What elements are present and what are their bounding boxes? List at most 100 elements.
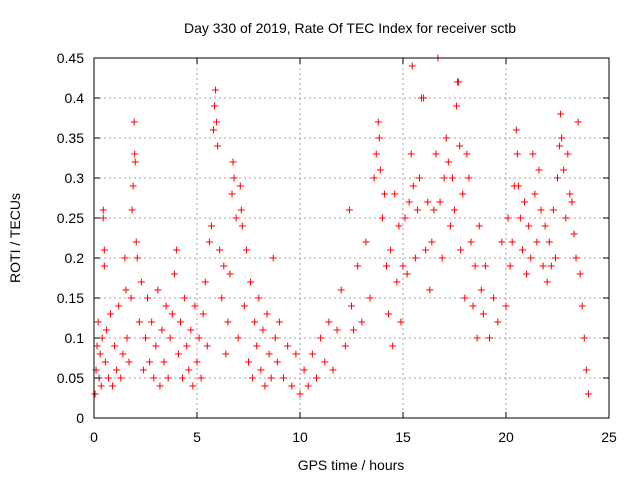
data-point [156, 382, 164, 390]
data-point [383, 262, 391, 270]
data-point [213, 118, 221, 126]
data-point [96, 350, 104, 358]
data-point [572, 254, 580, 262]
data-point [174, 350, 182, 358]
data-point [428, 238, 436, 246]
data-point [456, 142, 464, 150]
data-point [230, 174, 238, 182]
data-point [209, 126, 217, 134]
data-point [261, 382, 269, 390]
x-tick-label: 0 [90, 429, 98, 445]
data-point [518, 246, 526, 254]
data-point [247, 278, 255, 286]
data-point [179, 374, 187, 382]
data-point [461, 294, 469, 302]
data-point [375, 134, 383, 142]
data-point [115, 302, 123, 310]
data-point [117, 374, 125, 382]
data-point [574, 118, 582, 126]
data-point [457, 246, 465, 254]
data-point [547, 262, 555, 270]
data-point [557, 110, 565, 118]
data-point [448, 174, 456, 182]
data-point [333, 326, 341, 334]
data-point [162, 302, 170, 310]
data-point [164, 374, 172, 382]
y-tick-label: 0 [76, 410, 84, 426]
data-point [529, 150, 537, 158]
data-point [399, 262, 407, 270]
x-tick-label: 10 [292, 429, 308, 445]
data-point [580, 334, 588, 342]
data-point [438, 254, 446, 262]
data-point [100, 246, 108, 254]
x-axis-label: GPS time / hours [298, 457, 405, 473]
data-point [292, 350, 300, 358]
data-point [181, 294, 189, 302]
data-point [481, 262, 489, 270]
data-point [354, 262, 362, 270]
data-point [131, 158, 139, 166]
data-point [207, 222, 215, 230]
data-point [135, 318, 143, 326]
data-point [560, 166, 568, 174]
data-point [228, 190, 236, 198]
data-point [380, 190, 388, 198]
data-point [222, 350, 230, 358]
data-point [455, 78, 463, 86]
data-point [442, 134, 450, 142]
data-point [170, 270, 178, 278]
data-point [177, 318, 185, 326]
data-point [166, 334, 174, 342]
data-point [240, 302, 248, 310]
data-point [389, 342, 397, 350]
data-point [142, 334, 149, 342]
data-point [193, 358, 201, 366]
data-point [554, 174, 561, 182]
data-point [220, 262, 228, 270]
data-point [238, 222, 246, 230]
data-point [477, 286, 485, 294]
data-point [104, 374, 112, 382]
data-point [473, 334, 481, 342]
data-point [479, 310, 487, 318]
data-point [345, 206, 353, 214]
data-point [168, 310, 176, 318]
data-point [214, 142, 222, 150]
data-point [253, 342, 261, 350]
data-point [535, 166, 543, 174]
data-point [152, 342, 160, 350]
x-tick-labels: 0 5 10 15 20 25 [90, 429, 617, 445]
data-point [216, 246, 224, 254]
data-point [582, 366, 590, 374]
data-point [224, 318, 232, 326]
data-point [119, 350, 127, 358]
data-point [183, 342, 191, 350]
data-point [502, 302, 510, 310]
data-point [584, 390, 592, 398]
y-tick-label: 0.25 [57, 210, 84, 226]
data-point [242, 246, 250, 254]
y-tick-label: 0.4 [65, 90, 85, 106]
grid-lines [94, 58, 609, 418]
data-point [154, 286, 162, 294]
y-tick-label: 0.1 [65, 330, 85, 346]
data-point [211, 102, 219, 110]
y-tick-label: 0.45 [57, 50, 84, 66]
data-point [304, 382, 312, 390]
data-point [424, 198, 432, 206]
data-point [195, 334, 203, 342]
data-point [426, 286, 434, 294]
data-point [407, 150, 415, 158]
data-point [100, 262, 108, 270]
data-point [130, 118, 138, 126]
data-point [125, 358, 133, 366]
data-point [504, 214, 512, 222]
data-point [280, 374, 288, 382]
data-point [348, 302, 355, 310]
data-point [131, 150, 139, 158]
data-point [370, 174, 378, 182]
data-point [432, 150, 440, 158]
data-point [413, 206, 421, 214]
data-point [362, 238, 370, 246]
